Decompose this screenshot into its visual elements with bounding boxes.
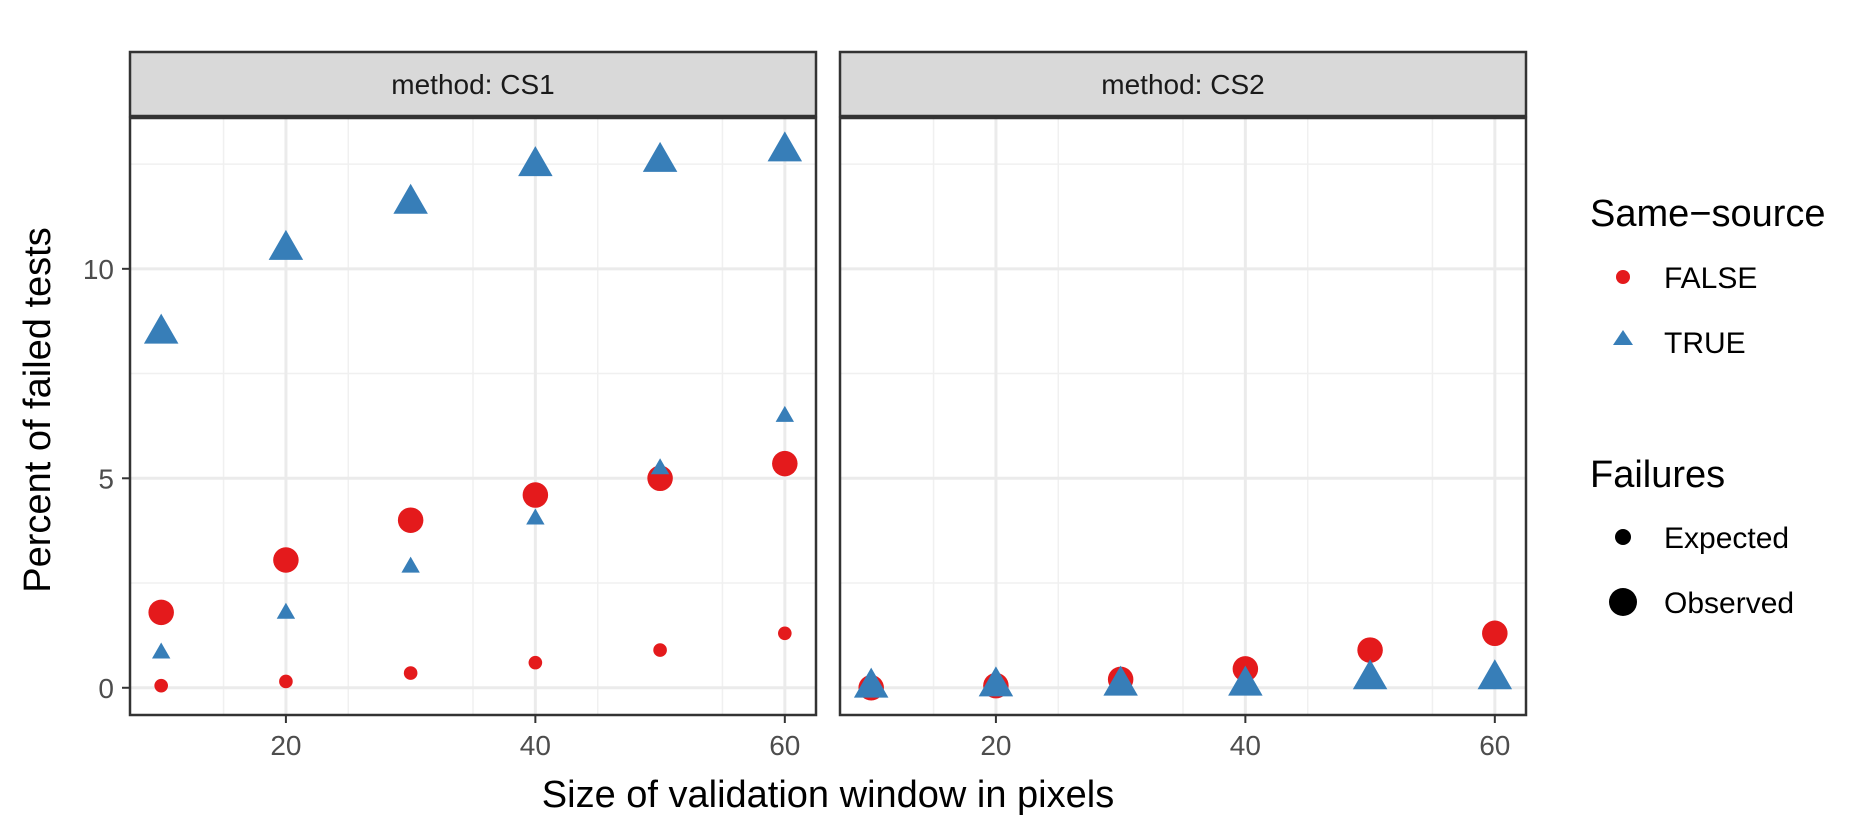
facet-strip: [128, 50, 818, 118]
legend-title-same-source: Same−source: [1590, 193, 1826, 235]
facet-panel-1: method: CS1: [128, 50, 818, 717]
facet-strip-label: method: CS1: [391, 69, 554, 100]
point-true-expected: [650, 458, 670, 475]
point-true-expected: [401, 556, 420, 573]
legend-key-expected-point: [1615, 529, 1631, 545]
point-true-observed: [767, 131, 803, 162]
data-points: [853, 620, 1513, 701]
point-true-observed: [518, 146, 553, 177]
point-true-observed: [1228, 665, 1263, 696]
x-tick-label: 20: [270, 730, 301, 761]
facet-panel-2: method: CS2: [838, 50, 1528, 717]
panel-border: [128, 116, 818, 717]
facet-strip-label: method: CS2: [1101, 69, 1264, 100]
point-true-observed: [1352, 659, 1388, 690]
point-false-expected: [279, 674, 293, 689]
legend: Same−source FALSE TRUE Failures Expected…: [1590, 193, 1826, 620]
data-points: [143, 131, 803, 693]
x-tick-label: 60: [1479, 730, 1510, 761]
point-true-expected: [526, 508, 545, 525]
point-false-observed: [273, 547, 299, 573]
y-tick-label: 0: [98, 673, 114, 704]
point-false-expected: [653, 643, 667, 657]
point-true-observed: [642, 141, 678, 172]
legend-label-observed: Observed: [1664, 587, 1794, 620]
point-true-observed: [978, 666, 1014, 697]
point-false-observed: [148, 599, 174, 626]
point-false-observed: [1482, 620, 1508, 647]
x-axes: 20 40 60 20 40 60: [270, 715, 1510, 761]
point-true-observed: [143, 313, 179, 344]
x-tick-label: 60: [769, 730, 800, 761]
legend-key-observed-point: [1609, 588, 1637, 616]
x-tick-label: 20: [980, 730, 1011, 761]
legend-label-true: TRUE: [1664, 327, 1746, 360]
point-true-observed: [1103, 665, 1138, 696]
x-axis-panel-1: 20 40 60: [270, 715, 800, 761]
x-tick-label: 40: [520, 730, 551, 761]
x-axis-panel-2: 20 40 60: [980, 715, 1510, 761]
point-false-observed: [397, 507, 424, 533]
y-axis-title: Percent of failed tests: [17, 227, 59, 592]
point-true-expected: [151, 642, 171, 659]
point-false-observed: [1357, 637, 1383, 663]
y-axis: 0 5 10: [83, 254, 130, 704]
point-false-observed: [772, 450, 798, 477]
legend-key-true-triangle: [1613, 330, 1633, 345]
facet-panels: method: CS1 method: CS2: [128, 50, 1528, 717]
point-false-expected: [778, 626, 792, 641]
x-tick-label: 40: [1230, 730, 1261, 761]
point-true-observed: [853, 667, 889, 698]
panel-border: [838, 116, 1528, 717]
legend-label-false: FALSE: [1664, 262, 1757, 295]
point-false-expected: [528, 655, 543, 670]
point-true-expected: [276, 602, 296, 619]
legend-key-false-point: [1616, 270, 1630, 284]
point-true-observed: [1477, 659, 1513, 690]
point-true-observed: [393, 183, 428, 214]
legend-label-expected: Expected: [1664, 522, 1789, 555]
point-true-observed: [268, 229, 304, 260]
point-false-observed: [522, 482, 549, 508]
x-axis-title: Size of validation window in pixels: [542, 774, 1114, 816]
y-tick-label: 5: [98, 463, 114, 494]
point-false-expected: [154, 678, 168, 693]
facet-strip: [838, 50, 1528, 118]
point-false-expected: [403, 666, 418, 680]
point-true-expected: [775, 405, 795, 422]
legend-title-failures: Failures: [1590, 454, 1725, 496]
y-tick-label: 10: [83, 254, 114, 285]
